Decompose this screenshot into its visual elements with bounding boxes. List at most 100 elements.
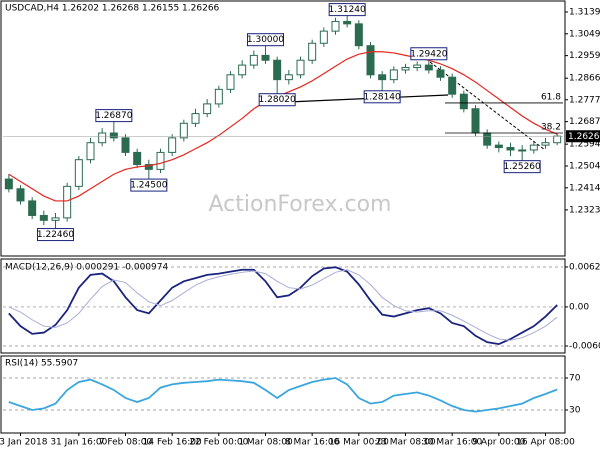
annotation-box	[258, 93, 296, 107]
candle-body	[16, 188, 25, 202]
indicator-line	[8, 266, 558, 346]
candle-body	[28, 200, 37, 216]
indicator-line	[8, 377, 558, 413]
candle-body	[401, 67, 410, 71]
candle-body	[354, 23, 363, 47]
macd-panel	[0, 258, 566, 354]
candle-body	[144, 164, 153, 170]
candle-body	[133, 151, 142, 166]
macd-title: MACD(12,26,9) 0.000291 -0.000974	[5, 263, 168, 273]
candle-body	[168, 137, 177, 153]
candle-body	[273, 59, 282, 81]
candle-body	[553, 135, 562, 144]
y-tick-label: 1.27770	[569, 95, 600, 105]
y-tick-label: 1.24140	[569, 183, 600, 193]
annotation-label: 1.30000	[247, 35, 284, 45]
candle-body	[98, 132, 107, 144]
candle-body	[494, 144, 503, 149]
candle-body	[261, 54, 270, 61]
candle-body	[518, 149, 527, 152]
x-tick-label: 8 Mar 16:00	[285, 438, 340, 448]
y-tick-label: 1.28660	[569, 74, 600, 84]
candle-body	[226, 74, 235, 90]
fib-label: 61.8	[541, 92, 561, 102]
y-tick-label: 1.26870	[569, 117, 600, 127]
x-tick-label: 7 Feb 08:00	[99, 438, 153, 448]
x-tick-label: 30 Mar 16:00	[422, 438, 482, 448]
y-tick-label: 1.25940	[569, 140, 600, 150]
x-tick-label: 16 Apr 08:00	[516, 438, 575, 448]
candle-body	[506, 147, 515, 151]
candle-body	[51, 217, 60, 221]
rsi-panel	[0, 355, 566, 434]
candle-body	[296, 59, 305, 76]
x-tick-label: 1 Mar 08:00	[238, 438, 293, 448]
annotation-label: 1.28140	[364, 92, 401, 102]
trend-line	[429, 61, 546, 151]
candle-body	[214, 88, 223, 105]
candle-body	[366, 45, 375, 76]
candle-body	[436, 69, 445, 78]
y-tick-label: 0.006228	[569, 263, 600, 273]
annotation-label: 1.31240	[329, 5, 366, 15]
indicator-line	[8, 269, 558, 341]
candle-body	[156, 151, 165, 170]
candle-body	[86, 142, 95, 161]
annotation-label: 1.24500	[130, 181, 167, 191]
candle-body	[109, 132, 118, 139]
candle-body	[448, 76, 457, 95]
x-tick-label: 16 Mar 00:00	[329, 438, 389, 448]
annotation-box	[410, 47, 448, 61]
y-tick-label: 1.30490	[569, 29, 600, 39]
candle-body	[389, 69, 398, 81]
y-tick-label: 0.00	[569, 302, 589, 312]
x-tick-label: 22 Feb 00:00	[189, 438, 248, 448]
annotation-label: 1.29420	[410, 49, 447, 59]
candle-body	[179, 122, 188, 139]
annotation-box	[328, 3, 366, 17]
y-tick-label: 70	[569, 374, 581, 384]
y-tick-label: 1.25040	[569, 161, 600, 171]
candle-body	[541, 142, 550, 146]
price-panel	[0, 0, 566, 257]
annotation-box	[503, 160, 541, 174]
y-tick-label: 1.29590	[569, 51, 600, 61]
candle-body	[529, 144, 538, 151]
annotation-label: 1.28020	[259, 95, 296, 105]
x-tick-label: 14 Feb 16:00	[143, 438, 202, 448]
candle-body	[249, 54, 258, 66]
rsi-title: RSI(14) 55.5907	[5, 359, 78, 369]
x-tick-label: 23 Jan 2018	[0, 438, 48, 448]
candle-body	[308, 42, 317, 61]
y-tick-label: 30	[569, 406, 581, 416]
candle-body	[471, 108, 480, 134]
annotation-box	[247, 33, 284, 47]
candle-body	[238, 64, 247, 76]
annotation-label: 1.22460	[37, 230, 74, 240]
candle-body	[203, 103, 212, 115]
x-tick-label: 31 Jan 16:00	[50, 438, 107, 448]
candle-body	[319, 30, 328, 44]
annotation-label: 1.25260	[504, 162, 541, 172]
annotation-label: 1.26870	[95, 111, 132, 121]
x-tick-label: 9 Apr 00:00	[472, 438, 525, 448]
candle-body	[343, 20, 352, 25]
candle-body	[483, 132, 492, 146]
candle-body	[459, 93, 468, 110]
candle-body	[4, 178, 13, 190]
annotation-box	[95, 109, 133, 123]
watermark: ActionForex.com	[209, 192, 392, 217]
candle-body	[74, 159, 83, 187]
last-price-label: 1.26266	[568, 132, 600, 142]
candle-body	[284, 74, 293, 81]
candle-body	[413, 64, 422, 69]
candle-body	[121, 137, 130, 153]
last-price-box	[566, 130, 600, 143]
fib-label: 38.2	[541, 123, 561, 133]
y-tick-label: 1.31390	[569, 7, 600, 17]
annotation-box	[130, 178, 168, 192]
candle-body	[331, 20, 340, 32]
candle-body	[39, 214, 48, 221]
candle-body	[424, 64, 433, 71]
